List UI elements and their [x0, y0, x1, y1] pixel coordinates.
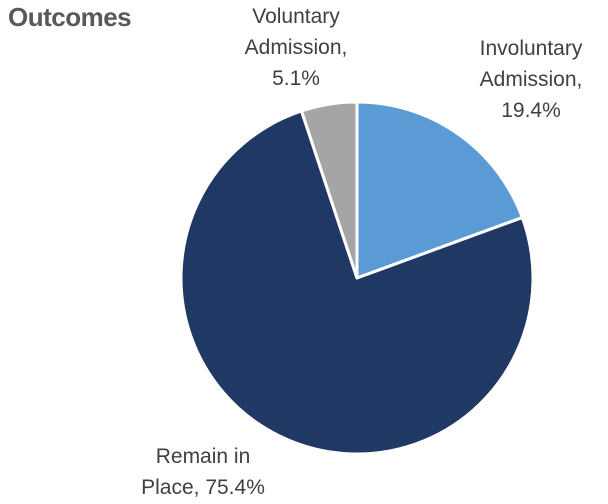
pie-slice-0 — [355, 100, 524, 280]
data-label-0: Involuntary Admission, 19.4% — [480, 37, 583, 122]
data-label-2: Voluntary Admission, 5.1% — [245, 5, 348, 90]
pie-slice-1 — [179, 109, 535, 456]
chart-title: Outcomes — [8, 2, 132, 32]
data-label-1: Remain in Place, 75.4% — [141, 445, 265, 499]
pie-data-labels: Involuntary Admission, 19.4% Remain in Place… — [141, 5, 583, 499]
pie-slice-2 — [300, 100, 359, 280]
pie-slices — [179, 100, 535, 456]
